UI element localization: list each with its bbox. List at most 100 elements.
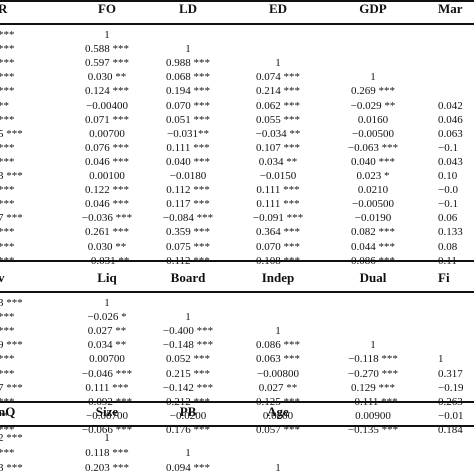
- table-cell: 0.129 ***: [351, 381, 395, 394]
- table-cell: ***: [0, 311, 15, 324]
- table-cell: 0.046: [438, 113, 463, 126]
- section-1-header-4: GDP: [359, 1, 387, 16]
- table-cell: 0.070 ***: [166, 99, 210, 112]
- table-cell: 0.0160: [357, 113, 389, 126]
- table-cell: 0.597 ***: [85, 57, 129, 70]
- table-cell: −0.00800: [257, 367, 299, 380]
- table-cell: −0.034 **: [255, 127, 301, 140]
- table-cell: ***: [0, 141, 15, 154]
- table-cell: −0.063 ***: [347, 141, 399, 154]
- table-cell: −0.031**: [167, 127, 209, 140]
- table-cell: 0.214 ***: [256, 85, 300, 98]
- table-cell: 0.046 ***: [85, 198, 129, 211]
- table-cell: 0.074 ***: [256, 71, 300, 84]
- table-cell: 0.070 ***: [256, 240, 300, 253]
- table-cell: ***: [0, 113, 15, 126]
- table-cell: −0.01: [438, 409, 464, 422]
- table-cell: 7 ***: [0, 381, 23, 394]
- table-cell: 0.0200: [262, 409, 294, 422]
- section-3-header-rule: [0, 425, 474, 427]
- table-cell: 0.086 ***: [256, 339, 300, 352]
- section-2-header-0: v: [0, 270, 5, 285]
- table-cell: −0.400 ***: [162, 325, 214, 338]
- table-cell: 0.00900: [355, 409, 391, 422]
- table-cell: 0.034 **: [87, 339, 127, 352]
- table-cell: 0.043: [438, 155, 463, 168]
- table-cell: 0.194 ***: [166, 85, 210, 98]
- section-3-header-1: Size: [95, 404, 119, 419]
- table-cell: ***: [0, 198, 15, 211]
- table-cell: ***: [0, 29, 15, 41]
- table-cell: ***: [0, 57, 15, 70]
- table-cell: 1: [438, 353, 444, 366]
- table-cell: −0.0: [438, 184, 458, 197]
- section-1-header-2: LD: [178, 1, 198, 16]
- section-2-header-2: Board: [170, 270, 206, 285]
- table-cell: 0.063 ***: [256, 353, 300, 366]
- table-cell: −0.1: [438, 198, 458, 211]
- table-cell: −0.029 **: [350, 99, 396, 112]
- table-cell: 0.00100: [89, 170, 125, 182]
- table-cell: −0.0190: [354, 212, 392, 225]
- section-2-header-rule: [0, 291, 474, 293]
- table-cell: −0.0180: [169, 170, 207, 182]
- table-cell: ***: [0, 226, 15, 239]
- table-cell: −0.00400: [86, 99, 128, 112]
- table-cell: 1: [275, 462, 281, 475]
- section-2-header-1: Liq: [97, 270, 117, 285]
- section-1-top-rule: [0, 0, 474, 2]
- section-3-header-2: PB: [179, 404, 197, 419]
- table-cell: 0.988 ***: [166, 57, 210, 70]
- table-cell: 0.118 ***: [85, 447, 129, 460]
- table-cell: 0.062 ***: [256, 99, 300, 112]
- table-cell: 0.051 ***: [166, 113, 210, 126]
- table-cell: **: [0, 409, 9, 422]
- section-1-header-1: FO: [97, 1, 117, 16]
- table-cell: 0.040 ***: [166, 155, 210, 168]
- table-cell: 0.052 ***: [166, 353, 210, 366]
- table-cell: ***: [0, 325, 15, 338]
- section-2-header-3: Indep: [261, 270, 295, 285]
- table-cell: ***: [0, 155, 15, 168]
- section-1-header-rule: [0, 23, 474, 25]
- table-cell: 0.588 ***: [85, 43, 129, 56]
- table-cell: 0.122 ***: [85, 184, 129, 197]
- table-cell: 1: [104, 432, 110, 444]
- table-cell: 0.055 ***: [256, 113, 300, 126]
- table-cell: 0.046 ***: [85, 155, 129, 168]
- section-2-top-rule: [0, 260, 474, 262]
- table-cell: −0.00500: [352, 198, 394, 211]
- table-cell: 0.359 ***: [166, 226, 210, 239]
- table-cell: ***: [0, 240, 15, 253]
- table-cell: ***: [0, 71, 15, 84]
- table-cell: −0.118 ***: [348, 353, 398, 366]
- table-cell: 5 ***: [0, 127, 23, 140]
- table-cell: ***: [0, 85, 15, 98]
- table-cell: −0.270 ***: [347, 367, 399, 380]
- table-cell: 0.082 ***: [351, 226, 395, 239]
- table-cell: **: [0, 99, 9, 112]
- table-cell: 0.317: [438, 367, 463, 380]
- table-cell: 1: [104, 297, 110, 309]
- table-cell: −0.0200: [169, 409, 207, 422]
- table-cell: 0.112 ***: [166, 184, 210, 197]
- table-cell: 0.030 **: [87, 71, 127, 84]
- table-cell: −0.142 ***: [162, 381, 214, 394]
- table-cell: −0.091 ***: [252, 212, 304, 225]
- table-cell: 0.124 ***: [85, 85, 129, 98]
- table-cell: ***: [0, 367, 15, 380]
- table-cell: 0.076 ***: [85, 141, 129, 154]
- table-cell: 0.0210: [357, 184, 389, 197]
- table-cell: 0.071 ***: [85, 113, 129, 126]
- table-cell: 0.111 ***: [256, 198, 300, 211]
- table-cell: 0.08: [438, 240, 458, 253]
- table-cell: 0.133: [438, 226, 463, 239]
- table-cell: 0.023 *: [356, 170, 390, 182]
- table-cell: −0.046 ***: [81, 367, 133, 380]
- section-2-header-4: Dual: [359, 270, 387, 285]
- section-3-header-3: Age: [267, 404, 289, 419]
- section-3-top-rule: [0, 401, 474, 403]
- table-cell: 0.215 ***: [166, 367, 210, 380]
- table-cell: 0.10: [438, 170, 458, 182]
- section-1-header-0: R: [0, 1, 8, 16]
